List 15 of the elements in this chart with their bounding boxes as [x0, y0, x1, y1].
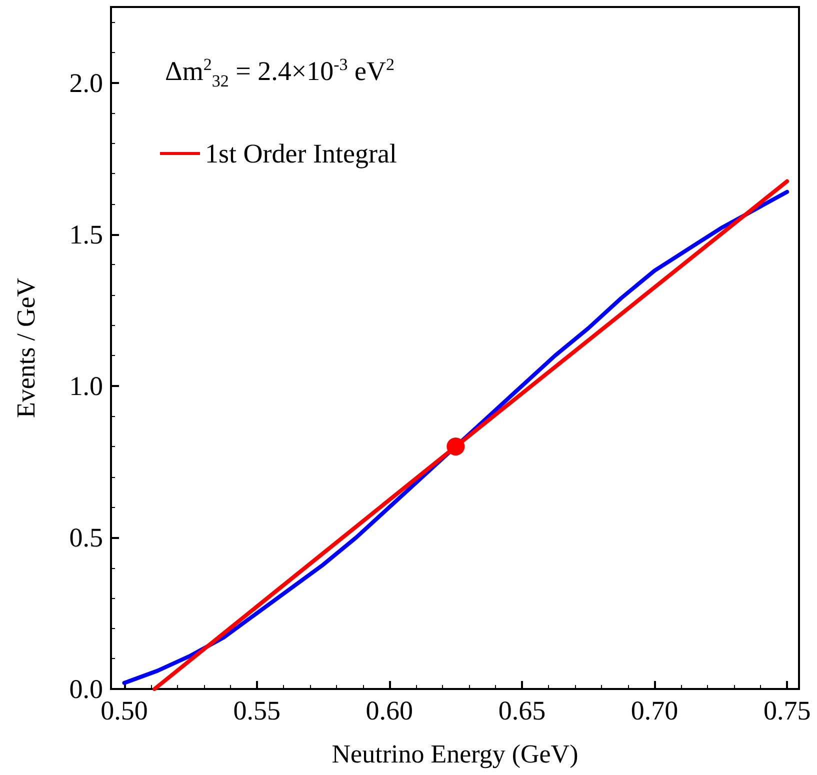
legend-label: 1st Order Integral [205, 138, 397, 168]
x-tick-label: 0.65 [498, 696, 546, 726]
y-axis-title: Events / GeV [12, 278, 40, 418]
x-tick-label: 0.60 [366, 696, 414, 726]
x-tick-label: 0.75 [763, 696, 811, 726]
y-tick-label: 0.5 [69, 522, 103, 552]
y-tick-label: 1.0 [69, 370, 103, 401]
y-tick-label: 0.0 [69, 674, 103, 704]
x-tick-label: 0.70 [630, 696, 678, 726]
x-tick-label: 0.55 [233, 696, 280, 726]
y-tick-label: 2.0 [69, 68, 103, 98]
x-axis-title: Neutrino Energy (GeV) [332, 740, 578, 768]
x-tick-label: 0.50 [100, 696, 148, 726]
annotation: Δm$^{2}$$_{32}$ = 2.4×10$^{-3}$ eV$^{2}$ [165, 55, 394, 92]
y-tick-label: 1.5 [69, 219, 103, 250]
